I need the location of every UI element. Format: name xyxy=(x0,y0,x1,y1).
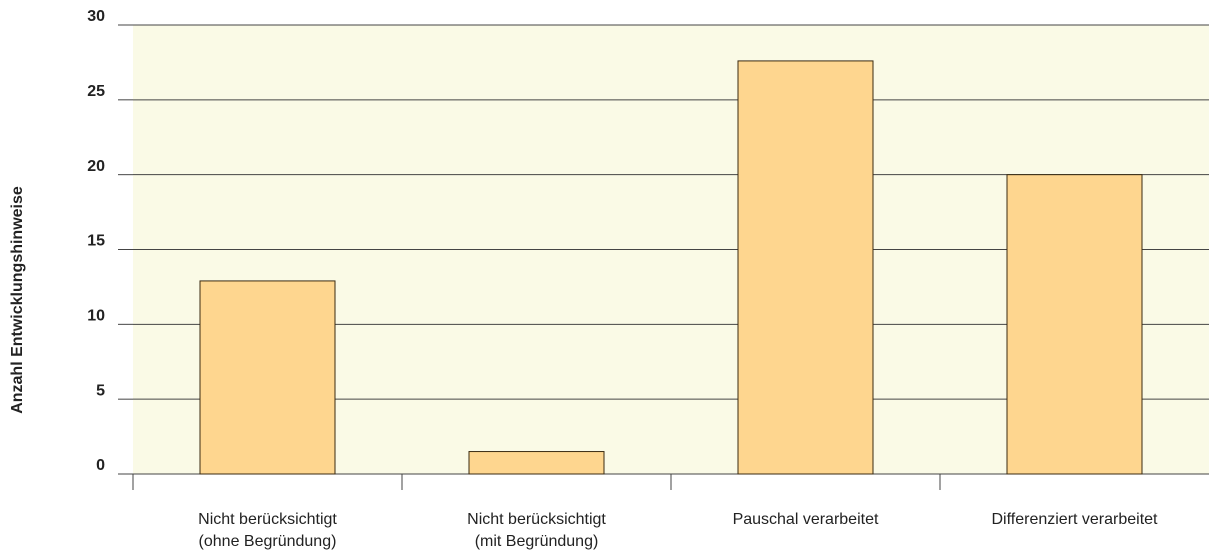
x-tick-label: Pauschal verarbeitet xyxy=(733,511,879,528)
y-tick-label: 20 xyxy=(87,158,105,175)
y-tick-label: 30 xyxy=(87,8,105,25)
y-tick-label: 15 xyxy=(87,233,105,250)
y-axis-label: Anzahl Entwicklungshinweise xyxy=(9,186,26,414)
bar xyxy=(1006,174,1143,475)
bar xyxy=(199,280,336,475)
x-tick-label: (ohne Begründung) xyxy=(199,533,337,550)
x-tick-label: Nicht berücksichtigt xyxy=(467,511,606,528)
x-tick-label: Differenziert verarbeitet xyxy=(992,511,1159,528)
y-tick-label: 0 xyxy=(96,457,105,474)
y-tick-label: 10 xyxy=(87,308,105,325)
bar xyxy=(737,60,874,475)
bar xyxy=(468,451,605,475)
y-tick-label: 5 xyxy=(96,382,105,399)
y-tick-label: 25 xyxy=(87,83,105,100)
x-tick-label: (mit Begründung) xyxy=(475,533,599,550)
x-tick-label: Nicht berücksichtigt xyxy=(198,511,337,528)
